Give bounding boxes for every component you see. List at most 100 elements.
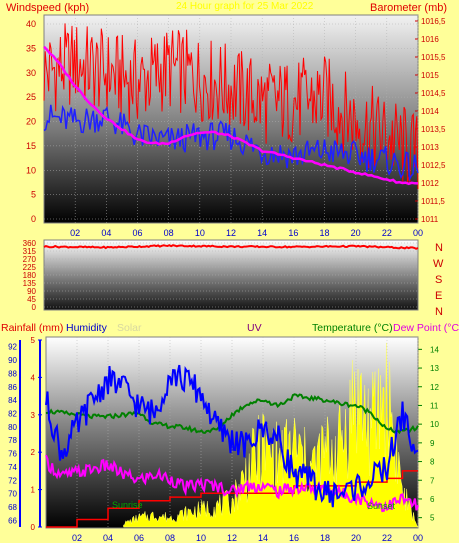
rain-y-tick: 0 <box>31 523 36 532</box>
rain-y-tick: 4 <box>31 373 36 382</box>
direction-y-tick: 180 <box>23 271 37 280</box>
series-temperature <box>45 393 419 435</box>
rain-y-tick: 5 <box>31 336 36 345</box>
direction-y-tick: 270 <box>23 255 37 264</box>
barometer-y-tick: 1011 <box>421 215 439 224</box>
barometer-y-tick: 1016 <box>421 35 439 44</box>
bottom-x-tick: 16 <box>289 533 299 543</box>
bottom-x-tick: 12 <box>227 533 237 543</box>
bottom-x-tick: 22 <box>382 533 392 543</box>
wind-x-tick: 12 <box>226 228 236 238</box>
barometer-title: Barometer (mb) <box>370 2 447 14</box>
wind-x-tick: 08 <box>164 228 174 238</box>
direction-y-tick: 225 <box>23 263 37 272</box>
humidity-title: Humidity <box>66 322 108 334</box>
humidity-y-tick: 74 <box>8 463 17 472</box>
rain-y-tick: 2 <box>31 448 36 457</box>
wind-x-tick: 04 <box>101 228 111 238</box>
temperature-y-tick: 12 <box>430 383 439 392</box>
barometer-y-tick: 1015,5 <box>421 53 446 62</box>
temperature-y-tick: 13 <box>430 364 439 373</box>
humidity-y-tick: 70 <box>8 490 17 499</box>
series-average-windspeed <box>43 104 419 183</box>
sunrise-label: Sunrise <box>112 500 143 510</box>
humidity-y-tick: 90 <box>8 356 17 365</box>
barometer-y-tick: 1012,5 <box>421 161 446 170</box>
direction-y-tick: 45 <box>27 295 36 304</box>
wind-y-tick: 25 <box>26 92 36 102</box>
direction-y-tick: 90 <box>27 287 36 296</box>
windspeed-title: Windspeed (kph) <box>6 2 89 14</box>
barometer-y-tick: 1013,5 <box>421 125 446 134</box>
wind-y-tick: 10 <box>26 165 36 175</box>
wind-x-tick: 16 <box>288 228 298 238</box>
bottom-x-tick: 10 <box>196 533 206 543</box>
direction-y-tick: 135 <box>23 279 37 288</box>
humidity-y-tick: 66 <box>8 516 17 525</box>
barometer-y-tick: 1015 <box>421 71 439 80</box>
wind-x-tick: 22 <box>382 228 392 238</box>
wind-panel <box>43 14 419 224</box>
series-wind-direction <box>43 244 419 250</box>
barometer-y-tick: 1014 <box>421 107 439 116</box>
dir-letter-s: S <box>435 274 442 286</box>
direction-y-tick: 0 <box>32 303 37 312</box>
humidity-y-tick: 86 <box>8 383 17 392</box>
humidity-y-tick: 80 <box>8 423 17 432</box>
wind-x-tick: 02 <box>70 228 80 238</box>
barometer-y-tick: 1011,5 <box>421 197 445 206</box>
rain-y-tick: 3 <box>31 411 36 420</box>
wind-x-tick: 14 <box>257 228 267 238</box>
wind-y-tick: 30 <box>26 68 36 78</box>
temperature-y-tick: 9 <box>430 439 435 448</box>
humidity-y-tick: 76 <box>8 450 17 459</box>
humidity-y-tick: 84 <box>8 396 17 405</box>
uv-title: UV <box>247 322 262 334</box>
sunset-label: Sunset <box>367 501 396 511</box>
series-barometer <box>43 45 419 186</box>
series-humidity <box>45 364 419 508</box>
series-windspeed <box>43 23 419 190</box>
dewpoint-title: Dew Point (°C) <box>393 322 459 334</box>
humidity-y-tick: 82 <box>8 409 17 418</box>
wind-x-tick: 10 <box>195 228 205 238</box>
temperature-y-tick: 5 <box>430 514 435 523</box>
temperature-y-tick: 7 <box>430 476 435 485</box>
wind-x-tick: 20 <box>351 228 361 238</box>
bottom-x-tick: 06 <box>134 533 144 543</box>
wind-y-tick: 20 <box>26 117 36 127</box>
temperature-y-tick: 6 <box>430 495 435 504</box>
barometer-y-tick: 1014,5 <box>421 89 446 98</box>
direction-y-tick: 360 <box>23 239 37 248</box>
wind-x-tick: 00 <box>413 228 423 238</box>
humidity-y-tick: 72 <box>8 476 17 485</box>
humidity-y-tick: 92 <box>8 343 17 352</box>
temperature-y-tick: 10 <box>430 420 439 429</box>
bottom-x-tick: 08 <box>165 533 175 543</box>
bottom-x-tick: 14 <box>258 533 268 543</box>
bottom-x-tick: 00 <box>413 533 423 543</box>
series-solar <box>123 342 419 528</box>
temperature-y-tick: 14 <box>430 345 439 354</box>
barometer-y-tick: 1016,5 <box>421 17 446 26</box>
wind-y-tick: 40 <box>26 19 36 29</box>
bottom-x-tick: 18 <box>320 533 330 543</box>
dir-letter-e: E <box>435 290 442 302</box>
wind-x-tick: 06 <box>132 228 142 238</box>
humidity-y-tick: 88 <box>8 369 17 378</box>
dir-letter-n-top: N <box>435 242 443 254</box>
temperature-y-tick: 11 <box>430 401 439 410</box>
rain-y-tick: 1 <box>31 486 36 495</box>
wind-x-tick: 18 <box>319 228 329 238</box>
series-dewpoint <box>45 454 419 513</box>
solar-title: Solar <box>117 322 142 334</box>
temperature-title: Temperature (°C) <box>312 322 393 334</box>
graph-title: 24 Hour graph for 25 Mar 2022 <box>176 1 314 12</box>
direction-y-tick: 315 <box>23 247 37 256</box>
bottom-x-tick: 04 <box>103 533 113 543</box>
wind-y-tick: 5 <box>31 190 36 200</box>
bottom-x-tick: 02 <box>72 533 82 543</box>
rainfall-title: Rainfall (mm) <box>1 322 63 334</box>
humidity-y-tick: 68 <box>8 503 17 512</box>
